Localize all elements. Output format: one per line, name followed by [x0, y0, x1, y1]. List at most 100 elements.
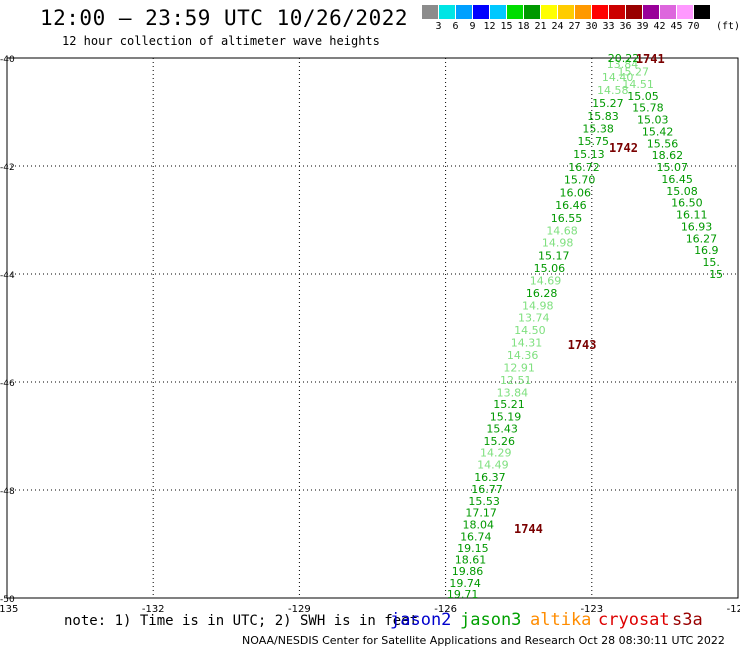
wave-height-label: 15.06: [534, 262, 566, 275]
legend-swatch: [660, 5, 677, 19]
legend-tick-label: 42: [653, 21, 666, 32]
wave-height-label: 15.08: [666, 185, 698, 198]
wave-height-label: 13.84: [607, 58, 639, 71]
wave-height-label: 15.13: [573, 148, 605, 161]
wave-height-label: 15.27: [592, 97, 624, 110]
chart-subtitle: 12 hour collection of altimeter wave hei…: [62, 34, 380, 48]
wave-height-label: 15.56: [647, 137, 679, 150]
y-tick-label: -42: [0, 163, 15, 173]
legend-swatch: [626, 5, 643, 19]
wave-height-label: 14.51: [622, 78, 654, 91]
legend-swatch: [609, 5, 626, 19]
color-scale-unit: (ft): [716, 21, 740, 32]
legend-tick-label: 6: [452, 21, 459, 32]
wave-height-label: 15.70: [564, 174, 596, 187]
legend-tick-label: 30: [585, 21, 598, 32]
wave-height-label: 15.03: [637, 114, 669, 127]
y-tick-label: -50: [0, 595, 15, 605]
legend-tick-label: 36: [619, 21, 632, 32]
x-tick-label: -120: [727, 604, 740, 615]
legend-tick-label: 39: [636, 21, 649, 32]
wave-height-label: 16.72: [568, 161, 600, 174]
wave-height-label: 14.49: [477, 459, 509, 472]
y-tick-label: -44: [0, 271, 15, 281]
legend-tick-label: 12: [483, 21, 496, 32]
x-tick-label: -135: [0, 604, 18, 615]
wave-height-label: 14.50: [514, 324, 546, 337]
legend-swatch: [439, 5, 456, 19]
wave-height-label: 16.93: [681, 220, 713, 233]
wave-height-label: 15.53: [468, 495, 500, 508]
time-label: 1743: [568, 338, 597, 352]
legend-swatch: [473, 5, 490, 19]
wave-height-label: 16.50: [671, 197, 703, 210]
chart-title: 12:00 – 23:59 UTC 10/26/2022: [40, 6, 409, 30]
credit-line: NOAA/NESDIS Center for Satellite Applica…: [242, 634, 725, 647]
wave-height-label: 15.83: [587, 110, 619, 123]
mission-altika: altika: [530, 610, 592, 630]
wave-height-label: 19.15: [457, 542, 489, 555]
wave-height-label: 17.17: [465, 507, 497, 520]
wave-height-label: 15.17: [538, 250, 570, 263]
wave-height-label: 16.77: [471, 483, 503, 496]
wave-height-label: 15.26: [483, 435, 515, 448]
y-tick-label: -40: [0, 55, 15, 65]
wave-height-label: 15.38: [582, 123, 614, 136]
legend-tick-label: 9: [469, 21, 476, 32]
wave-height-label: 13.84: [497, 386, 529, 399]
legend-swatch: [490, 5, 507, 19]
legend-swatch: [524, 5, 541, 19]
wave-height-label: 19.74: [449, 577, 481, 590]
x-tick-label: -126: [434, 604, 457, 615]
plot-frame: [6, 57, 739, 599]
wave-height-label: 15.27: [617, 66, 649, 79]
wave-height-label: 14.68: [546, 224, 578, 237]
wave-height-label: 15.07: [656, 161, 688, 174]
wave-height-label: 15.19: [490, 411, 522, 424]
color-scale-bar: [422, 5, 711, 19]
wave-height-label: 18.61: [455, 554, 487, 567]
legend-swatch: [558, 5, 575, 19]
wave-height-label: 12.51: [500, 374, 532, 387]
legend-swatch: [694, 5, 711, 19]
wave-height-label: 16.28: [526, 287, 558, 300]
legend-swatch: [643, 5, 660, 19]
legend-swatch: [507, 5, 524, 19]
time-label: 1744: [514, 522, 543, 536]
wave-height-label: 15.75: [578, 135, 610, 148]
legend-swatch: [456, 5, 473, 19]
wave-height-label: 20.22: [608, 52, 640, 65]
legend-swatch: [575, 5, 592, 19]
color-scale-labels: 3 6 9 12 15 18 21 24 27 30 33 36 39 42 45 70: [422, 21, 702, 32]
wave-height-label: 16.9: [694, 244, 719, 257]
wave-height-label: 19.86: [452, 565, 484, 578]
wave-height-label: 15.42: [642, 125, 674, 138]
y-tick-label: -46: [0, 379, 15, 389]
legend-tick-label: 24: [551, 21, 564, 32]
legend-swatch: [592, 5, 609, 19]
wave-height-label: 14.31: [511, 337, 543, 350]
wave-height-label: 16.74: [460, 530, 492, 543]
wave-height-label: 16.45: [661, 173, 693, 186]
wave-height-label: 15.21: [493, 398, 525, 411]
x-tick-label: -129: [288, 604, 311, 615]
wave-height-label: 16.55: [551, 212, 583, 225]
time-label: 1741: [636, 52, 665, 66]
wave-height-label: 14.40: [602, 71, 634, 84]
wave-height-label: 14.98: [522, 299, 554, 312]
wave-height-label: 19.71: [447, 588, 479, 601]
wave-height-label: 14.98: [542, 237, 574, 250]
legend-tick-label: 3: [435, 21, 442, 32]
wave-height-label: 15.: [702, 256, 720, 269]
legend-swatch: [541, 5, 558, 19]
x-tick-label: -132: [142, 604, 165, 615]
wave-height-label: 13.74: [518, 312, 550, 325]
wave-height-label: 15: [709, 268, 723, 281]
wave-height-label: 16.06: [559, 186, 591, 199]
wave-height-label: 15.05: [627, 90, 659, 103]
wave-height-label: 16.46: [555, 199, 587, 212]
legend-tick-label: 18: [517, 21, 530, 32]
legend-tick-label: 15: [500, 21, 513, 32]
wave-height-label: 16.27: [686, 232, 718, 245]
